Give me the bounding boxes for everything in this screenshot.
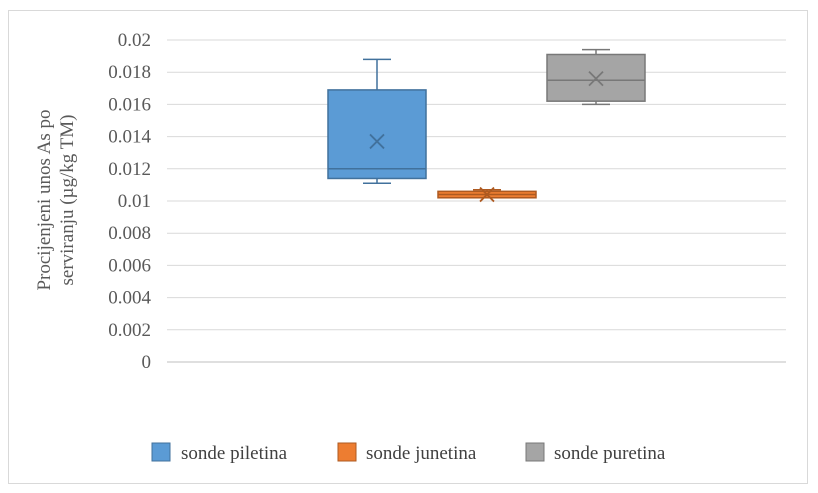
legend-item-3: sonde puretina [525, 442, 666, 464]
chart-frame [8, 10, 808, 484]
y-tick-label: 0.01 [118, 191, 151, 212]
y-axis-label-line-2: serviranju (µg/kg TM) [57, 114, 78, 285]
y-tick-label: 0.012 [108, 159, 151, 180]
y-axis-tick-labels: 0 0.002 0.004 0.006 0.008 0.01 0.012 0.014 0.016… [108, 30, 151, 373]
y-axis-label: Procijenjeni unos As po serviranju (µg/k… [34, 109, 78, 290]
iqr-box [327, 89, 427, 180]
legend-label: sonde junetina [366, 443, 477, 464]
y-tick-label: 0.008 [108, 223, 151, 244]
legend-item-1: sonde piletina [151, 442, 288, 464]
y-tick-label: 0.016 [108, 94, 151, 115]
mean-marker [479, 186, 495, 203]
y-tick-label: 0.004 [108, 288, 151, 309]
y-tick-label: 0 [142, 352, 152, 373]
gridlines [167, 39, 786, 363]
legend-item-2: sonde junetina [337, 442, 477, 464]
box-2 [437, 186, 537, 203]
legend-swatch [337, 442, 357, 462]
legend-swatch [525, 442, 545, 462]
y-tick-label: 0.006 [108, 255, 151, 276]
y-tick-label: 0.014 [108, 127, 151, 148]
box-3 [546, 48, 646, 106]
y-tick-label: 0.018 [108, 62, 151, 83]
box-1 [327, 58, 427, 185]
legend-label: sonde puretina [554, 443, 666, 464]
box-series [327, 48, 646, 203]
y-tick-label: 0.002 [108, 320, 151, 341]
mean-marker [369, 133, 385, 150]
y-axis-label-line-1: Procijenjeni unos As po [34, 109, 55, 290]
legend: sonde piletina sonde junetina sonde pureti… [151, 442, 666, 464]
y-tick-label: 0.02 [118, 30, 151, 51]
legend-swatch [151, 442, 171, 462]
legend-label: sonde piletina [181, 443, 288, 464]
mean-marker [588, 71, 604, 87]
